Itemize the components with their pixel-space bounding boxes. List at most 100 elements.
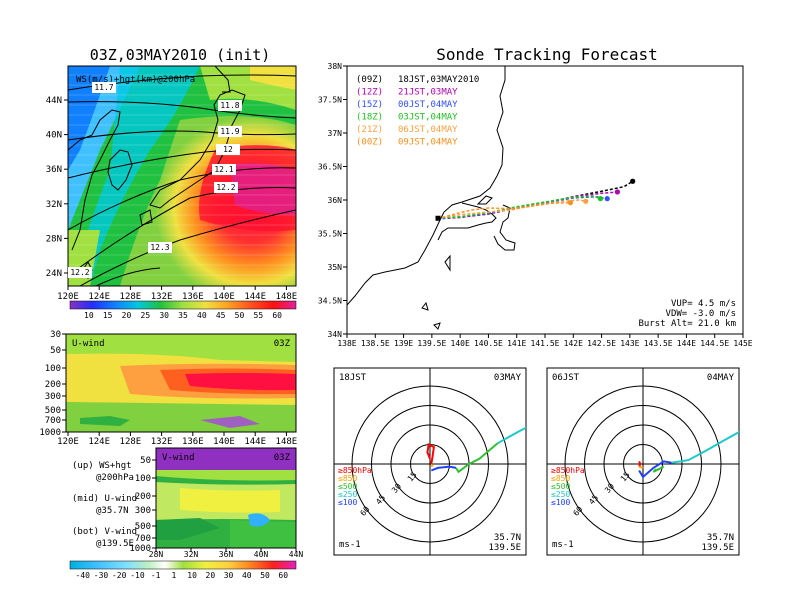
track-lon-tick-label: 139E [394, 339, 413, 348]
upper-wind-map: WS(m/s)+hgt(km)@200hPa 11.7 11.8 11.9 12 12.… [46, 65, 297, 320]
track-line [437, 201, 571, 220]
track-legend-jst: 21JST,03MAY [398, 88, 458, 98]
wind-colorbar-label: -1 [151, 571, 161, 580]
ws-colorbar-label: 45 [216, 311, 226, 320]
track-series [435, 178, 636, 221]
upper-map-lat-ticks: 44N 40N 36N 32N 28N 24N [46, 96, 68, 279]
track-lon-ticks: 138E 138.5E 139E 139.5E 140E 140.5E 141E 141.5E… [337, 334, 753, 348]
contour-label-box [68, 267, 92, 278]
track-legend-utc: (00Z) [356, 138, 383, 148]
track-burst-point [567, 200, 574, 206]
track-legend-jst: 06JST,04MAY [398, 125, 458, 135]
track-map: 38N 37.5N 37N 36.5N 36N 35.5N 35N 34.5N 34N 138E… [318, 62, 753, 348]
ws-colorbar-label: 55 [254, 311, 264, 320]
track-lon-tick-label: 143E [620, 339, 639, 348]
track-burst-point [604, 196, 610, 202]
wind-colorbar-label: 10 [187, 571, 197, 580]
hodograph-trace [671, 430, 739, 464]
track-legend-utc: (09Z) [356, 75, 383, 85]
track-burst-point [614, 189, 621, 195]
launch-marker [435, 215, 441, 221]
pressure-tick-label: 100 [45, 364, 61, 374]
lat-tick-label: 28N [149, 550, 164, 559]
track-legend-jst: 09JST,04MAY [398, 138, 458, 148]
contour-label-box [148, 242, 172, 253]
hodograph-unit: ms-1 [339, 540, 361, 550]
lat-tick-label: 44N [46, 96, 62, 106]
track-lon-tick-label: 141E [507, 339, 526, 348]
track-line [437, 195, 601, 219]
track-legend-utc: (12Z) [356, 88, 383, 98]
track-lon-tick-label: 144E [677, 339, 696, 348]
hodograph-layer-label: ≥850hPa [338, 466, 372, 475]
track-lat-tick-label: 36.5N [318, 163, 342, 172]
track-lon-tick-label: 138.5E [361, 339, 390, 348]
u-wind-time: 03Z [274, 339, 291, 349]
lat-tick-label: 24N [46, 269, 62, 279]
pressure-tick-label: 1000 [129, 544, 151, 554]
lon-tick-label: 128E [120, 437, 142, 447]
page-title: Sonde Tracking Forecast [436, 45, 658, 64]
contour-label: 12 [223, 145, 233, 154]
ws-colorbar-label: 35 [178, 311, 188, 320]
lat-tick-label: 40N [46, 131, 62, 141]
hodograph-unit: ms-1 [552, 540, 574, 550]
track-lon-tick-label: 143.5E [644, 339, 673, 348]
track-lat-tick-label: 35.5N [318, 230, 342, 239]
hodograph-lat: 35.7N [494, 533, 521, 543]
pressure-tick-label: 500 [135, 522, 151, 532]
lon-tick-label: 136E [182, 292, 204, 302]
contour-label: 12.1 [214, 165, 233, 174]
u-wind-frame [65, 333, 297, 433]
contour-label: 12.3 [150, 243, 169, 252]
hodograph-layer-label: ≤850 [338, 474, 357, 483]
panel-legend: (up) WS+hgt @200hPa (mid) U-wind @35.7N (bot… [72, 461, 137, 549]
wind-colorbar-label: 1 [171, 571, 176, 580]
hodograph-date: 04MAY [707, 373, 735, 383]
lon-tick-label: 124E [88, 292, 110, 302]
upper-map-frame [67, 65, 297, 287]
pressure-tick-label: 50 [140, 456, 151, 466]
wind-colorbar-label: -20 [112, 571, 127, 580]
track-map-frame [346, 65, 744, 335]
lat-tick-label: 36N [219, 550, 234, 559]
lat-tick-label: 32N [46, 200, 62, 210]
track-lon-tick-label: 144.5E [700, 339, 729, 348]
track-legend-jst: 00JST,04MAY [398, 100, 458, 110]
ws-colorbar-label: 30 [159, 311, 169, 320]
ws-colorbar-label: 40 [197, 311, 207, 320]
panel-legend-sub: @200hPa [96, 473, 134, 483]
hodograph-trace [455, 442, 499, 474]
lon-tick-label: 128E [120, 292, 142, 302]
hodograph-layer-label: ≤250 [551, 490, 570, 499]
ws-colorbar-label: 25 [141, 311, 151, 320]
track-lon-tick-label: 142.5E [587, 339, 616, 348]
hodograph-date: 03MAY [494, 373, 522, 383]
hodograph-trace [497, 426, 526, 445]
pressure-tick-label: 300 [135, 506, 151, 516]
ws-colorbar-label: 15 [103, 311, 113, 320]
hodograph-trace [652, 465, 665, 473]
pressure-tick-label: 500 [45, 406, 61, 416]
hodograph-layer-label: ≤500 [338, 482, 357, 491]
hodograph-trace [430, 463, 434, 468]
contour-label: 11.7 [94, 83, 113, 92]
u-wind-label: U-wind [72, 339, 105, 349]
track-lon-tick-label: 142E [564, 339, 583, 348]
upper-map-lon-ticks: 120E 124E 128E 132E 136E 140E 144E 148E [57, 286, 297, 302]
panel-legend-sub: @139.5E [96, 539, 134, 549]
hodograph-time: 06JST [552, 373, 580, 383]
lat-tick-label: 40N [254, 550, 269, 559]
u-wind-lon-ticks: 120E 124E 128E 132E 136E 140E 144E 148E [57, 432, 297, 447]
track-param: VUP= 4.5 m/s [671, 299, 736, 309]
contour-label-box [214, 182, 238, 193]
hodograph-layer-label: ≤250 [338, 490, 357, 499]
pressure-tick-label: 30 [50, 330, 61, 340]
contour-label: 11.8 [220, 101, 239, 110]
hodograph-layer-label: ≤500 [551, 482, 570, 491]
